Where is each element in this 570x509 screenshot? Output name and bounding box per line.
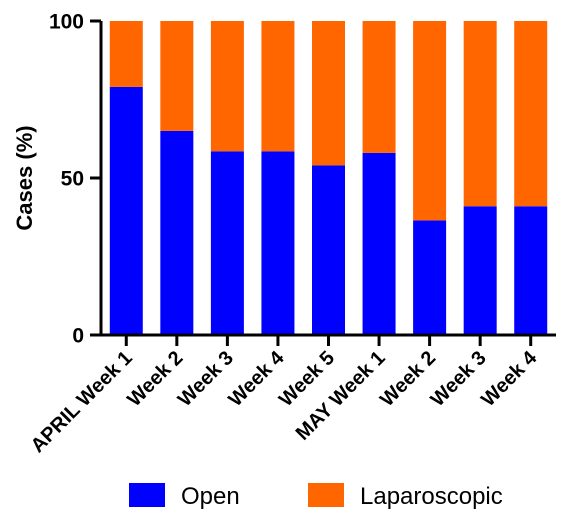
bar-open-7	[413, 220, 447, 335]
bar-open-3	[210, 151, 244, 335]
y-tick-label-0: 0	[72, 325, 84, 348]
bar-laparoscopic-8	[463, 21, 497, 207]
legend-swatch-laparoscopic	[308, 483, 344, 507]
legend: Open Laparoscopic	[129, 483, 503, 509]
bar-open-1	[109, 86, 143, 335]
legend-label-open: Open	[181, 483, 240, 509]
x-tick-label-6: MAY Week 1	[292, 347, 390, 445]
bar-open-9	[514, 206, 548, 335]
bar-open-5	[312, 165, 345, 335]
x-tick-label-1: APRIL Week 1	[27, 347, 137, 457]
bars-group	[109, 21, 548, 335]
bar-open-8	[463, 206, 497, 335]
bar-laparoscopic-7	[413, 21, 447, 221]
bar-open-4	[261, 151, 295, 335]
bar-laparoscopic-5	[312, 21, 345, 166]
bar-open-6	[362, 152, 396, 335]
x-tick-label-8: Week 3	[427, 347, 491, 411]
x-tick-label-3: Week 3	[174, 347, 238, 411]
x-tick-label-2: Week 2	[123, 347, 187, 411]
bar-laparoscopic-3	[210, 21, 244, 152]
y-ticks-group: 0 50 100	[49, 11, 101, 348]
bar-open-2	[160, 130, 194, 335]
bar-laparoscopic-2	[160, 21, 194, 131]
x-tick-label-7: Week 2	[376, 347, 440, 411]
y-tick-label-50: 50	[61, 168, 84, 191]
y-tick-label-100: 100	[49, 11, 84, 34]
bar-laparoscopic-4	[261, 21, 295, 152]
x-tick-label-9: Week 4	[477, 346, 542, 411]
legend-swatch-open	[129, 483, 165, 507]
x-tick-label-4: Week 4	[224, 346, 289, 411]
bar-laparoscopic-9	[514, 21, 548, 207]
y-axis-title: Cases (%)	[12, 125, 37, 230]
bar-laparoscopic-6	[362, 21, 396, 153]
bar-laparoscopic-1	[109, 21, 143, 87]
legend-label-laparoscopic: Laparoscopic	[360, 483, 503, 509]
